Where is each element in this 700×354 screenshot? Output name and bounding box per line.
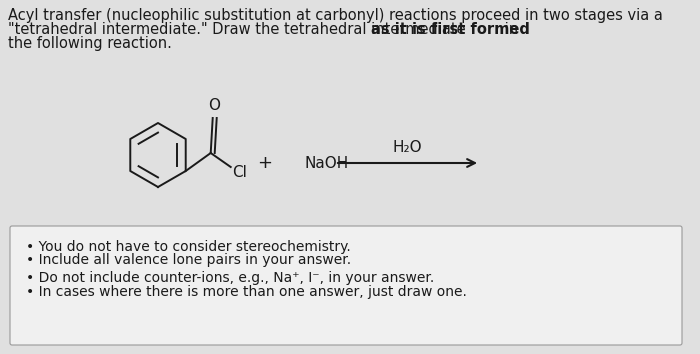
- Text: • In cases where there is more than one answer, just draw one.: • In cases where there is more than one …: [26, 285, 467, 299]
- Text: Acyl transfer (nucleophilic substitution at carbonyl) reactions proceed in two s: Acyl transfer (nucleophilic substitution…: [8, 8, 663, 23]
- Text: the following reaction.: the following reaction.: [8, 36, 172, 51]
- Text: "tetrahedral intermediate." Draw the tetrahedral intermediate: "tetrahedral intermediate." Draw the tet…: [8, 22, 470, 37]
- Text: as it is first formed: as it is first formed: [371, 22, 530, 37]
- Text: O: O: [208, 98, 220, 113]
- FancyBboxPatch shape: [10, 226, 682, 345]
- Text: NaOH: NaOH: [305, 155, 349, 171]
- Text: • You do not have to consider stereochemistry.: • You do not have to consider stereochem…: [26, 240, 351, 254]
- Text: in: in: [500, 22, 518, 37]
- Text: • Do not include counter-ions, e.g., Na⁺, I⁻, in your answer.: • Do not include counter-ions, e.g., Na⁺…: [26, 271, 434, 285]
- Text: H₂O: H₂O: [392, 141, 422, 155]
- Text: • Include all valence lone pairs in your answer.: • Include all valence lone pairs in your…: [26, 253, 351, 267]
- Text: +: +: [258, 154, 272, 172]
- Text: Cl: Cl: [232, 165, 246, 180]
